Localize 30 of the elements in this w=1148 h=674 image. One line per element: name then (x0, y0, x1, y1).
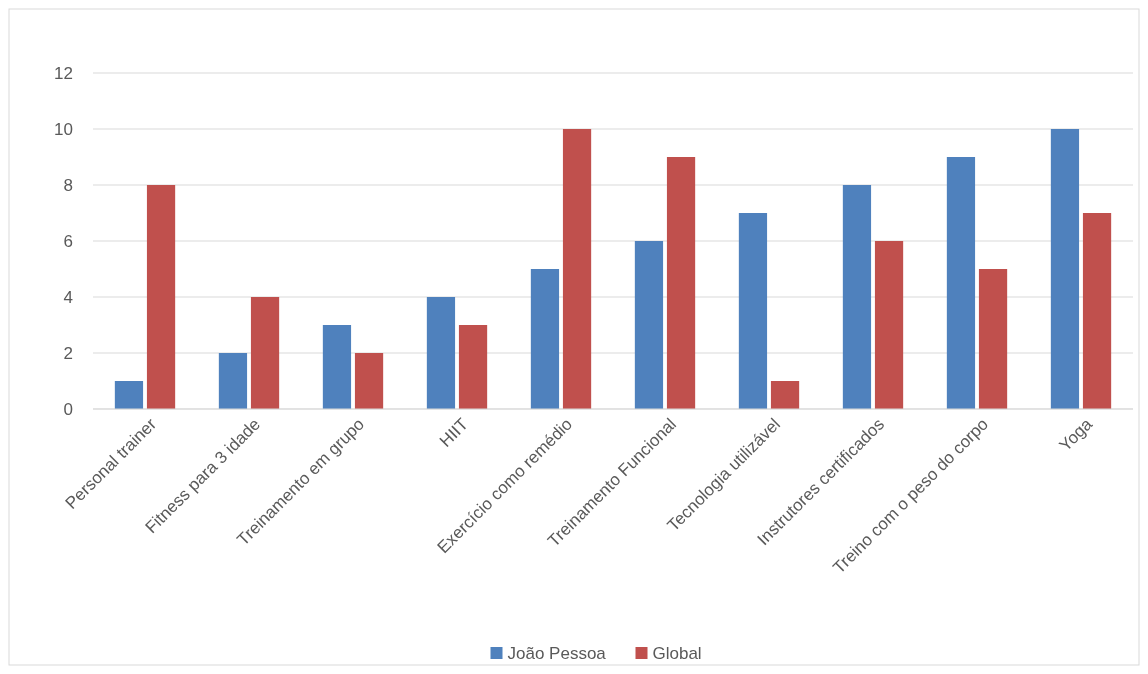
bar (1050, 129, 1080, 409)
bar (354, 353, 384, 409)
bar (250, 297, 280, 409)
y-tick-label: 12 (54, 63, 73, 83)
bar (458, 325, 488, 409)
bar (218, 353, 248, 409)
bar (738, 213, 768, 409)
bar (426, 297, 456, 409)
bar (634, 241, 664, 409)
y-tick-label: 0 (63, 399, 73, 419)
y-tick-label: 6 (63, 231, 73, 251)
legend-label: Global (652, 643, 702, 663)
y-tick-label: 10 (54, 119, 73, 139)
bar (114, 381, 144, 409)
y-tick-label: 2 (63, 343, 73, 363)
bar (562, 129, 592, 409)
y-tick-label: 8 (63, 175, 73, 195)
bar (146, 185, 176, 409)
bar (666, 157, 696, 409)
bar (322, 325, 352, 409)
bar (1082, 213, 1112, 409)
bar (530, 269, 560, 409)
bar (842, 185, 872, 409)
bar (770, 381, 800, 409)
bar (874, 241, 904, 409)
legend-label: João Pessoa (507, 643, 607, 663)
x-tick-label: Yoga (1055, 414, 1097, 456)
y-tick-label: 4 (63, 287, 73, 307)
bar (946, 157, 976, 409)
bar (978, 269, 1008, 409)
